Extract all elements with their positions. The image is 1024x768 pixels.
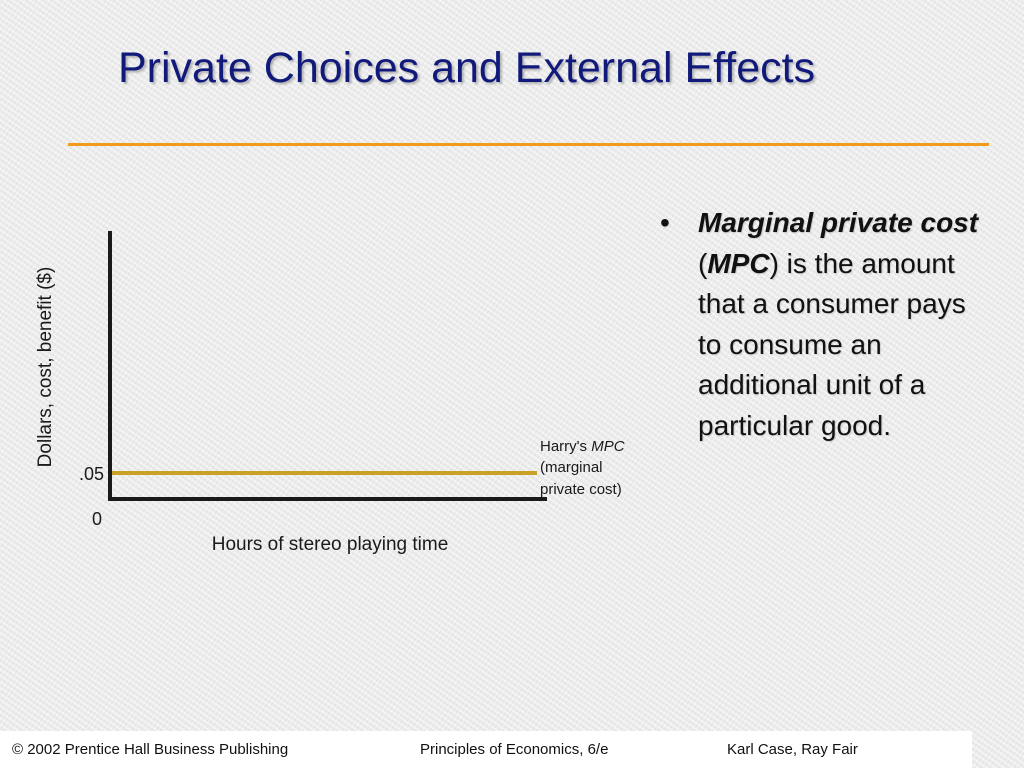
term-marginal-private-cost: Marginal private cost — [698, 207, 979, 238]
mpc-annotation-line-2: (marginal — [540, 459, 603, 476]
footer-copyright: © 2002 Prentice Hall Business Publishing — [12, 741, 289, 758]
footer-authors: Karl Case, Ray Fair — [727, 741, 858, 758]
y-tick-label: .05 — [79, 464, 104, 484]
definition-rest: ) is the amount that a consumer pays to … — [698, 247, 966, 441]
mpc-annotation-line-3: private cost) — [540, 481, 622, 498]
title-divider — [68, 143, 989, 146]
bullet-text: Marginal private cost (MPC) is the amoun… — [698, 203, 988, 446]
open-paren: ( — [698, 247, 708, 279]
x-axis-label: Hours of stereo playing time — [212, 534, 449, 555]
footer-bar: © 2002 Prentice Hall Business Publishing… — [0, 731, 972, 768]
footer-book-title: Principles of Economics, 6/e — [420, 741, 609, 758]
mpc-annotation-line-1: Harry's MPC — [540, 438, 625, 455]
bullet-marker: • — [660, 207, 670, 238]
term-mpc: MPC — [707, 247, 770, 279]
y-axis-label: Dollars, cost, benefit ($) — [35, 267, 56, 468]
mpc-annotation-prefix: Harry's — [540, 438, 591, 455]
slide-title: Private Choices and External Effects — [118, 44, 816, 92]
origin-label: 0 — [92, 509, 102, 529]
mpc-annotation-term: MPC — [591, 438, 625, 455]
